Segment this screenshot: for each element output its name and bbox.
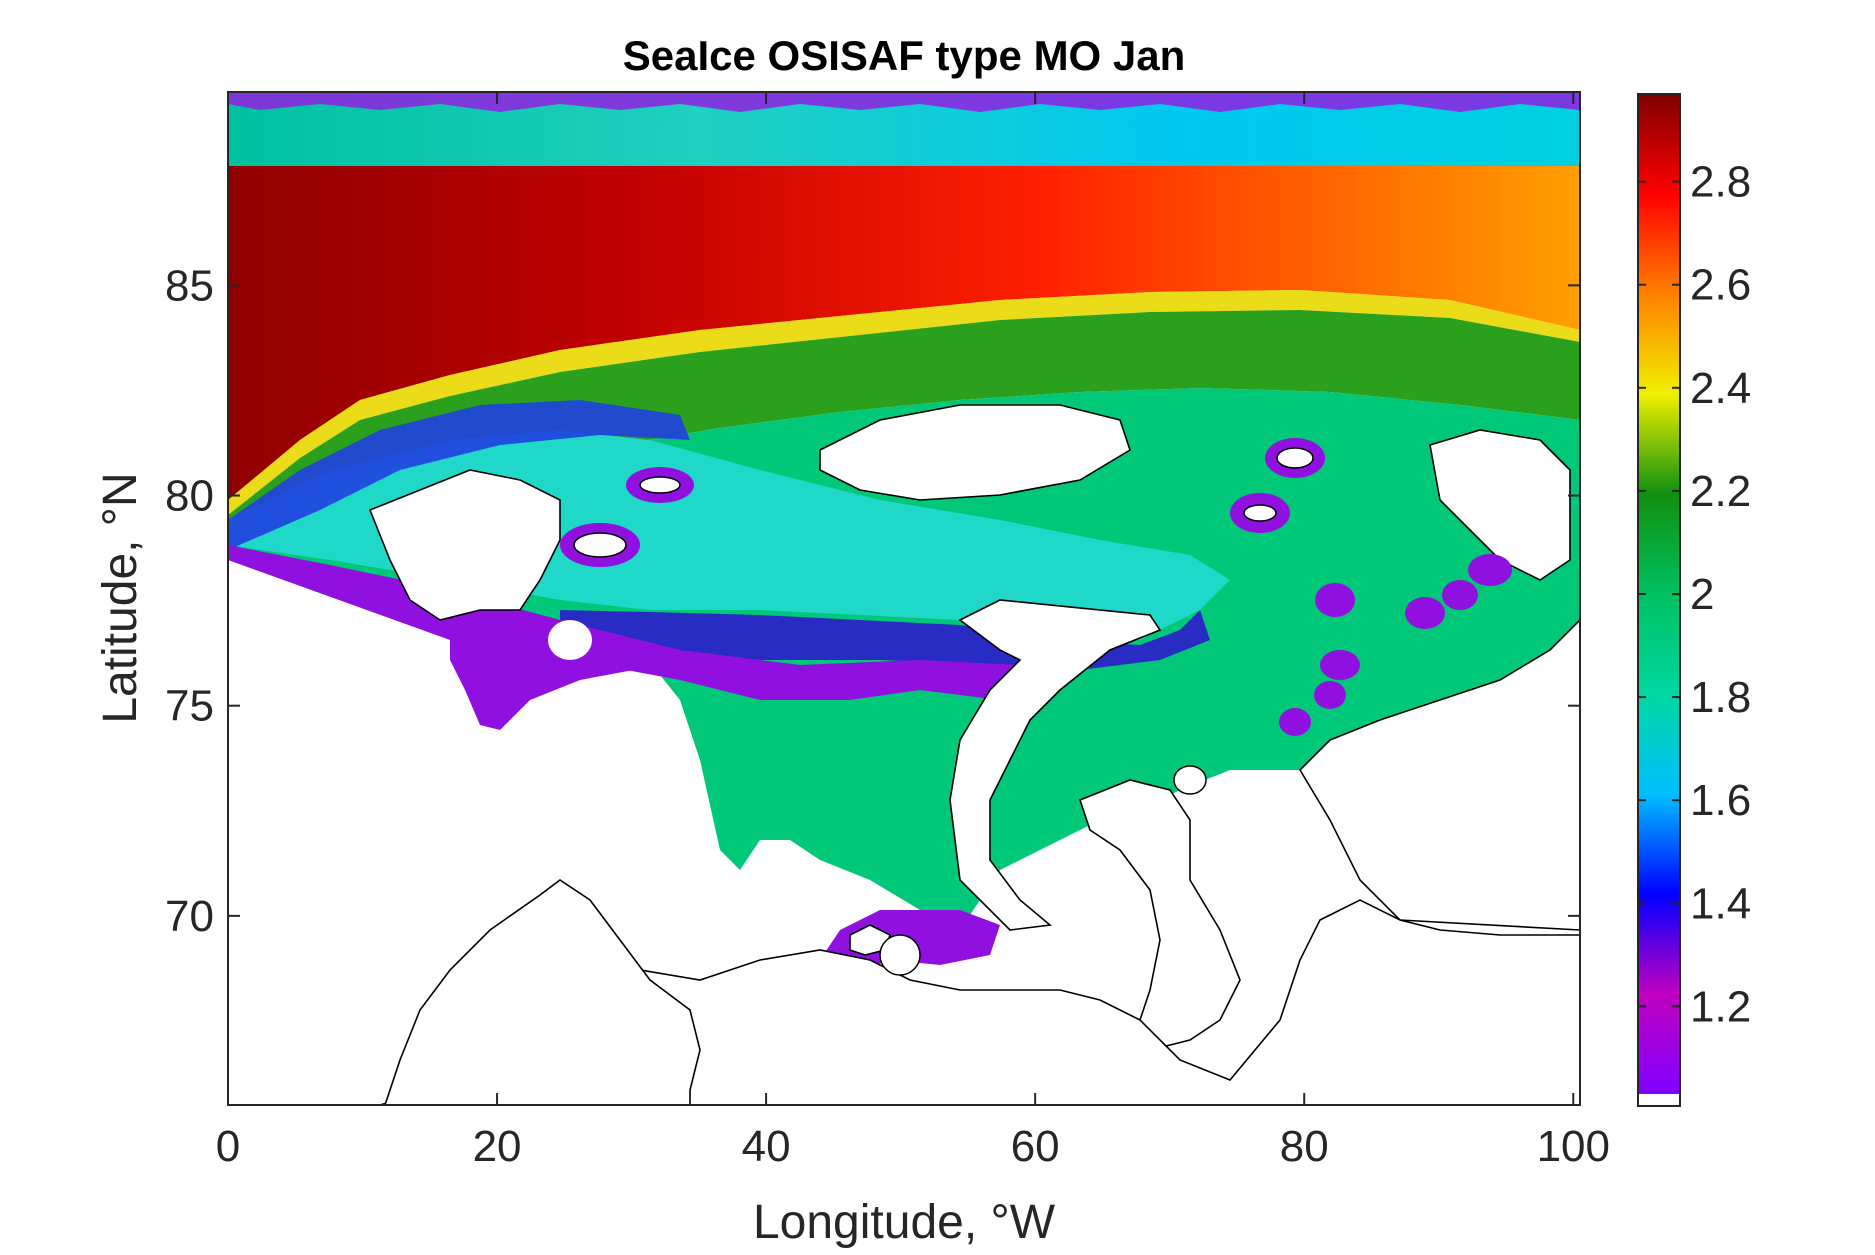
colorbar-tick-label: 2.8 bbox=[1690, 158, 1751, 207]
x-tick-label: 20 bbox=[473, 1122, 522, 1171]
land-masses bbox=[228, 404, 1580, 1105]
island-4 bbox=[1405, 597, 1445, 629]
ice-zone-north-edge bbox=[228, 92, 1580, 112]
colorbar-tick-label: 1.4 bbox=[1690, 879, 1751, 928]
y-axis-label: Latitude, °N bbox=[94, 472, 147, 723]
chart-title: SeaIce OSISAF type MO Jan bbox=[623, 32, 1186, 79]
small-islands bbox=[548, 438, 1512, 976]
ice-zone-purple-barents bbox=[450, 630, 660, 730]
x-tick-label: 40 bbox=[742, 1122, 791, 1171]
colorbar: 1.2 1.4 1.6 1.8 2 2.2 2.4 2.6 2.8 bbox=[1637, 93, 1751, 1107]
island-1-land bbox=[1276, 447, 1314, 469]
island-7 bbox=[1320, 650, 1360, 680]
y-tick-label: 80 bbox=[165, 472, 214, 521]
ice-zone-yellow bbox=[228, 290, 1580, 515]
x-axis-label: Longitude, °W bbox=[753, 1196, 1056, 1249]
y-tick-label: 70 bbox=[165, 892, 214, 941]
island-8 bbox=[1314, 681, 1346, 709]
land-taymyr bbox=[1298, 618, 1580, 931]
colorbar-nodata-swatch bbox=[1638, 1094, 1680, 1106]
island-13 bbox=[879, 934, 921, 976]
x-tick-label: 80 bbox=[1280, 1122, 1329, 1171]
ice-zone-north-strip bbox=[228, 92, 1580, 172]
island-5 bbox=[1442, 580, 1478, 610]
island-14 bbox=[1173, 765, 1207, 795]
colorbar-ticks: 1.2 1.4 1.6 1.8 2 2.2 2.4 2.6 2.8 bbox=[1638, 158, 1751, 1031]
colorbar-tick-label: 2.6 bbox=[1690, 261, 1751, 310]
x-tick-label: 0 bbox=[216, 1122, 240, 1171]
island-12 bbox=[548, 620, 592, 660]
y-axis-ticks: 70 75 80 85 bbox=[165, 261, 1580, 941]
x-axis-ticks: 0 20 40 60 80 100 bbox=[216, 92, 1610, 1171]
colorbar-tick-label: 2 bbox=[1690, 570, 1714, 619]
island-10-land bbox=[639, 476, 681, 494]
land-franz-josef bbox=[819, 404, 1131, 501]
plot-frame bbox=[227, 91, 1581, 1106]
land-svalbard bbox=[368, 469, 561, 621]
ice-zone-multiyear bbox=[228, 166, 1580, 500]
colorbar-tick-label: 1.8 bbox=[1690, 673, 1751, 722]
y-tick-label: 85 bbox=[165, 261, 214, 310]
island-2-land bbox=[1243, 504, 1277, 522]
land-scandinavia bbox=[384, 879, 701, 1105]
island-11-land bbox=[573, 532, 627, 558]
land-severnaya bbox=[1429, 429, 1571, 581]
colorbar-tick-label: 1.6 bbox=[1690, 776, 1751, 825]
colorbar-frame bbox=[1637, 93, 1681, 1107]
ice-zone-green bbox=[228, 310, 1580, 540]
y-tick-label: 75 bbox=[165, 682, 214, 731]
ice-zone-marginal bbox=[228, 400, 690, 550]
colorbar-tick-label: 2.4 bbox=[1690, 364, 1751, 413]
land-yamal bbox=[1079, 779, 1241, 1051]
island-3 bbox=[1315, 583, 1355, 617]
colorbar-tick-label: 1.2 bbox=[1690, 982, 1751, 1031]
colorbar-tick-label: 2.2 bbox=[1690, 467, 1751, 516]
land-novaya-zemlya bbox=[949, 599, 1162, 931]
island-6 bbox=[1468, 554, 1512, 586]
x-tick-label: 60 bbox=[1011, 1122, 1060, 1171]
x-tick-label: 100 bbox=[1537, 1122, 1610, 1171]
island-9 bbox=[1279, 708, 1311, 736]
